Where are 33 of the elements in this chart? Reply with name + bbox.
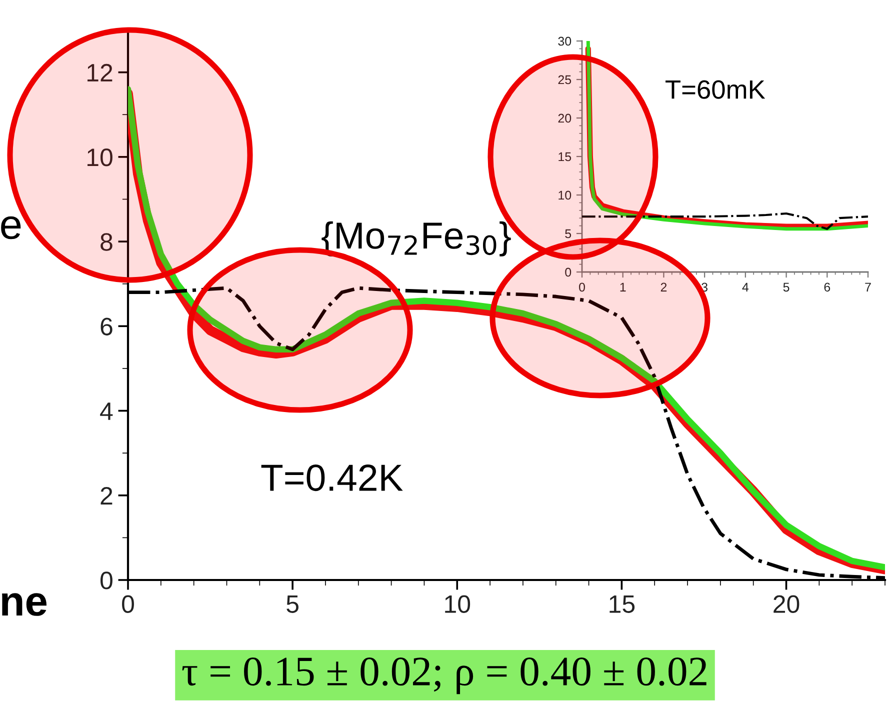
- text: τ = 0.15 ± 0.02; ρ = 0.40 ± 0.02: [182, 657, 706, 694]
- annotation: T=60mK: [666, 80, 766, 99]
- y-tick-label: 5: [565, 229, 572, 238]
- x-tick-label: 0: [122, 595, 134, 613]
- x-tick-label: 15: [610, 596, 635, 613]
- x-tick-label: 6: [824, 282, 830, 292]
- y-tick-label: 0: [100, 572, 112, 590]
- y-tick-label: 10: [88, 148, 112, 166]
- y-tick-label: 12: [88, 64, 112, 82]
- annotation: T=0.42K: [261, 464, 403, 492]
- x-tick-label: 4: [742, 282, 749, 292]
- x-tick-label: 20: [774, 595, 800, 613]
- x-tick-label: 10: [445, 595, 470, 613]
- y-tick-label: 4: [100, 402, 113, 420]
- text: e: [1, 216, 21, 240]
- y-tick-label: 25: [558, 75, 572, 84]
- x-tick-label: 5: [783, 282, 790, 292]
- y-tick-label: 8: [100, 233, 112, 251]
- y-tick-label: 6: [100, 318, 112, 336]
- x-tick-label: 5: [286, 596, 298, 613]
- y-tick-label: 10: [558, 190, 572, 200]
- y-tick-label: 0: [565, 268, 572, 277]
- x-tick-label: 0: [579, 282, 585, 292]
- y-tick-label: 2: [100, 486, 112, 504]
- x-tick-label: 7: [865, 282, 871, 292]
- text: ne: [2, 593, 47, 616]
- line-series: [582, 212, 868, 230]
- x-tick-label: 1: [620, 282, 626, 292]
- x-tick-label: 2: [660, 282, 667, 292]
- y-tick-label: 20: [558, 114, 572, 123]
- annotation: {Mo$_{72}$Fe$_{30}$}: [322, 221, 511, 256]
- y-tick-label: 30: [558, 36, 572, 46]
- y-tick-label: 15: [558, 152, 572, 162]
